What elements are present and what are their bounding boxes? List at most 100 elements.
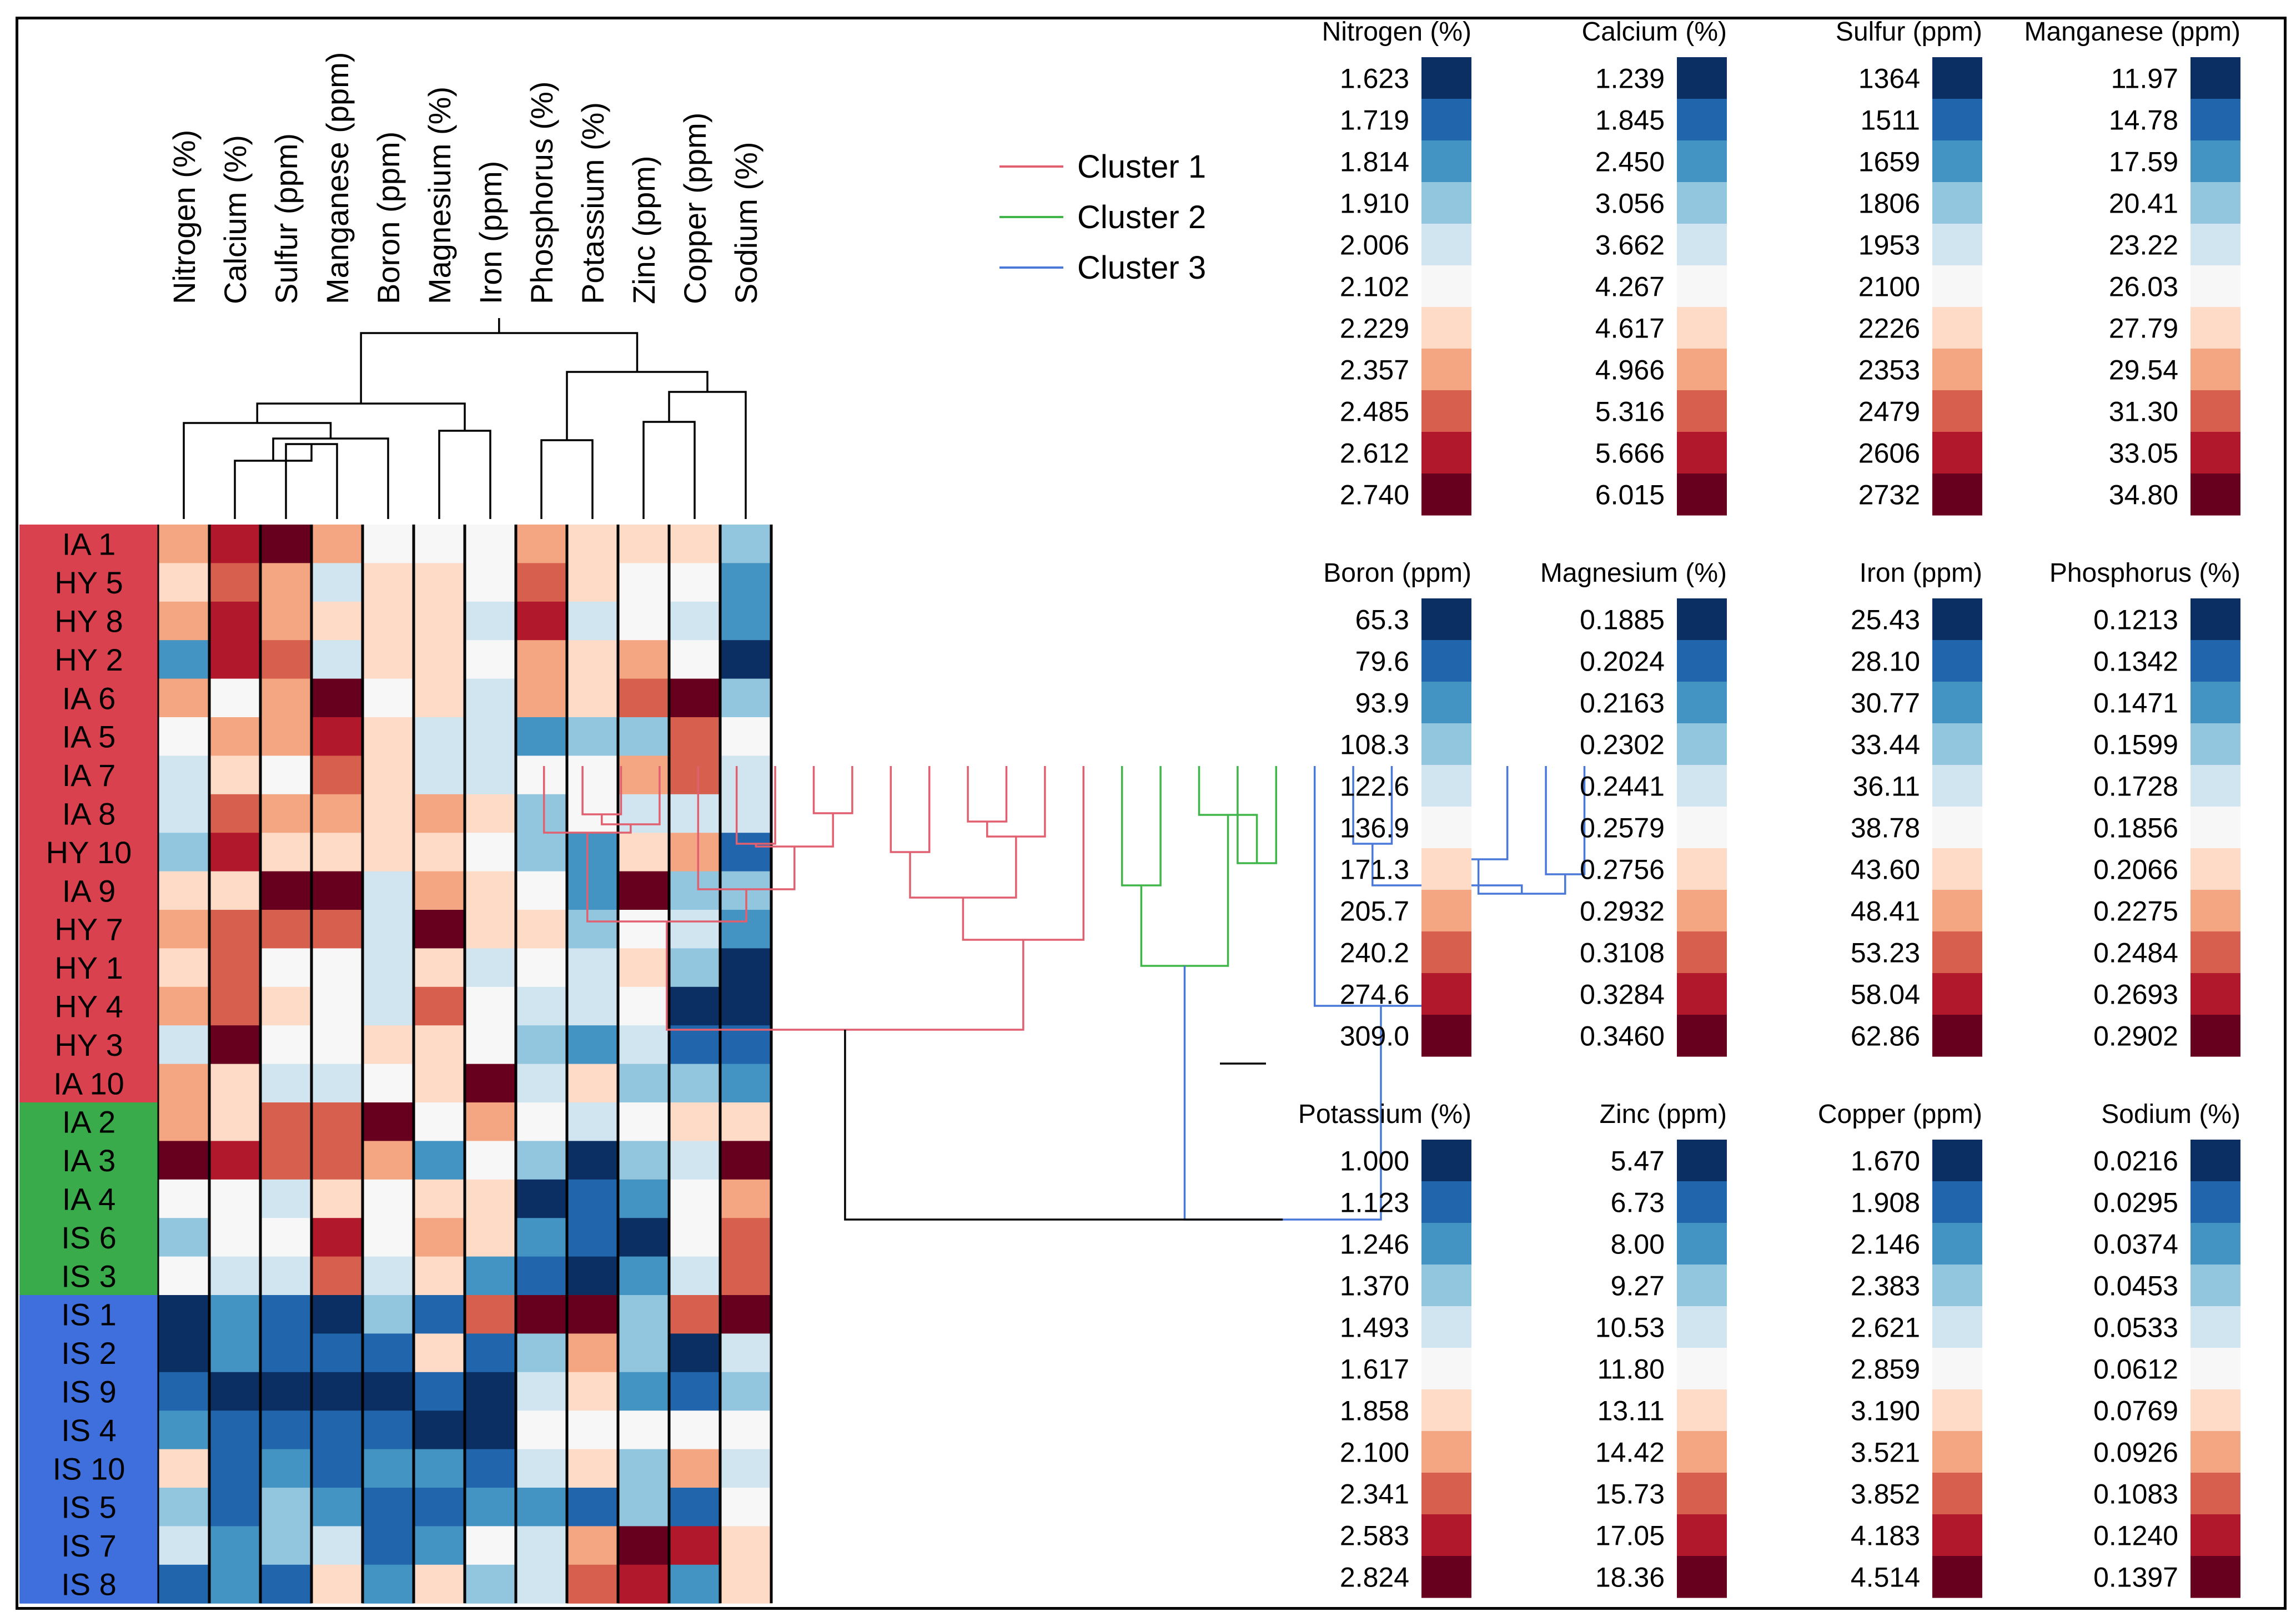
heatmap-cell	[363, 1564, 414, 1604]
scale-swatch	[2191, 99, 2240, 141]
scale-tick-label: 2.146	[1851, 1229, 1920, 1260]
heatmap-cell	[669, 1526, 721, 1565]
scale-tick-label: 0.0533	[2093, 1312, 2178, 1343]
heatmap-cell	[720, 1064, 772, 1103]
scale-swatch	[1421, 182, 1471, 224]
scale-swatch	[2191, 1348, 2240, 1390]
heatmap-cell	[465, 1333, 516, 1373]
heatmap-cell	[312, 1295, 363, 1334]
scale-tick-label: 2479	[1858, 396, 1920, 427]
heatmap-cell	[209, 1256, 261, 1296]
sample-label: IS 10	[53, 1451, 125, 1486]
heatmap-cell	[720, 1025, 772, 1065]
heatmap-cell	[618, 1411, 670, 1450]
heatmap-cell	[516, 1064, 567, 1103]
sample-label: IS 8	[61, 1567, 117, 1602]
scale-swatch	[1932, 807, 1982, 849]
scale-tick-label: 205.7	[1340, 896, 1409, 927]
sample-label-bg	[19, 678, 158, 718]
heatmap-cell	[669, 1372, 721, 1411]
scale-swatch	[1932, 473, 1982, 516]
scale-tick-label: 2.621	[1851, 1312, 1920, 1343]
heatmap-cell	[618, 910, 670, 949]
heatmap-cell	[516, 1179, 567, 1218]
sample-label-bg	[19, 986, 158, 1026]
scale-tick-label: 2226	[1858, 313, 1920, 344]
heatmap-cell	[618, 948, 670, 988]
scale-tick-label: 1364	[1858, 63, 1920, 94]
heatmap-cell	[158, 1064, 210, 1103]
scale-tick-label: 1.858	[1340, 1396, 1409, 1427]
heatmap-cell	[567, 1256, 619, 1296]
scale-tick-label: 2353	[1858, 355, 1920, 386]
scale-swatch	[1421, 432, 1471, 474]
heatmap-cell	[669, 871, 721, 910]
heatmap-cell	[209, 1179, 261, 1218]
sample-label: IS 5	[61, 1490, 117, 1525]
heatmap-cell	[209, 717, 261, 756]
scale-swatch	[2191, 723, 2240, 765]
heatmap-cell	[669, 948, 721, 988]
scale-swatch	[2191, 931, 2240, 974]
heatmap-cell	[209, 833, 261, 872]
heatmap-cell	[720, 1218, 772, 1257]
sample-label: IA 4	[62, 1182, 116, 1217]
scale-tick-label: 53.23	[1851, 938, 1920, 969]
heatmap-cell	[414, 833, 465, 872]
scale-swatch	[2191, 432, 2240, 474]
sample-label-bg	[19, 1064, 158, 1103]
heatmap-cell	[516, 794, 567, 833]
heatmap-cell	[158, 1564, 210, 1604]
heatmap-cell	[209, 1333, 261, 1373]
heatmap-cell	[618, 871, 670, 910]
scale-swatch	[1932, 57, 1982, 99]
sample-label: IA 1	[62, 527, 116, 562]
heatmap-cell	[669, 1256, 721, 1296]
heatmap-cell	[312, 755, 363, 795]
scale-swatch	[1677, 57, 1727, 99]
scale-tick-label: 1.123	[1340, 1187, 1409, 1218]
scale-swatch	[2191, 1015, 2240, 1057]
dendro-link	[844, 1030, 1283, 1221]
heatmap-cell	[158, 1025, 210, 1065]
scale-title: Sulfur (ppm)	[1836, 17, 1982, 47]
scale-tick-label: 0.0926	[2093, 1437, 2178, 1468]
heatmap-cell	[567, 563, 619, 602]
sample-label: HY 3	[54, 1027, 123, 1062]
heatmap-cell	[158, 1295, 210, 1334]
heatmap-cell	[363, 948, 414, 988]
heatmap-cell	[618, 833, 670, 872]
scale-tick-label: 1.814	[1340, 147, 1409, 178]
sample-label-bg	[19, 563, 158, 602]
scale-title: Boron (ppm)	[1323, 558, 1471, 588]
heatmap-cell	[260, 1064, 312, 1103]
sample-label-bg	[19, 1449, 158, 1488]
heatmap-cell	[567, 1488, 619, 1527]
heatmap-cell	[312, 1564, 363, 1604]
scale-tick-label: 17.05	[1595, 1520, 1665, 1551]
heatmap-cell	[465, 1526, 516, 1565]
scale-tick-label: 2.100	[1340, 1437, 1409, 1468]
heatmap-cell	[567, 1295, 619, 1334]
scale-swatch	[1677, 1389, 1727, 1432]
scale-tick-label: 11.80	[1597, 1354, 1665, 1385]
heatmap-cell	[465, 1102, 516, 1141]
heatmap-cell	[669, 1218, 721, 1257]
heatmap-cell	[260, 1256, 312, 1296]
heatmap-cell	[669, 1025, 721, 1065]
heatmap-cell	[465, 910, 516, 949]
heatmap-cell	[312, 678, 363, 718]
heatmap-cell	[618, 1372, 670, 1411]
heatmap-cell	[465, 1218, 516, 1257]
heatmap-cell	[618, 1333, 670, 1373]
heatmap-cell	[209, 1102, 261, 1141]
variable-label: Calcium (%)	[218, 135, 253, 304]
heatmap-cell	[209, 1025, 261, 1065]
scale-tick-label: 9.27	[1611, 1271, 1665, 1302]
heatmap-cell	[209, 1295, 261, 1334]
heatmap-cell	[158, 986, 210, 1026]
variable-dendrogram	[183, 318, 747, 519]
variable-label: Phosphorus (%)	[524, 81, 559, 304]
heatmap-cell	[567, 910, 619, 949]
scale-tick-label: 2.341	[1340, 1479, 1409, 1510]
